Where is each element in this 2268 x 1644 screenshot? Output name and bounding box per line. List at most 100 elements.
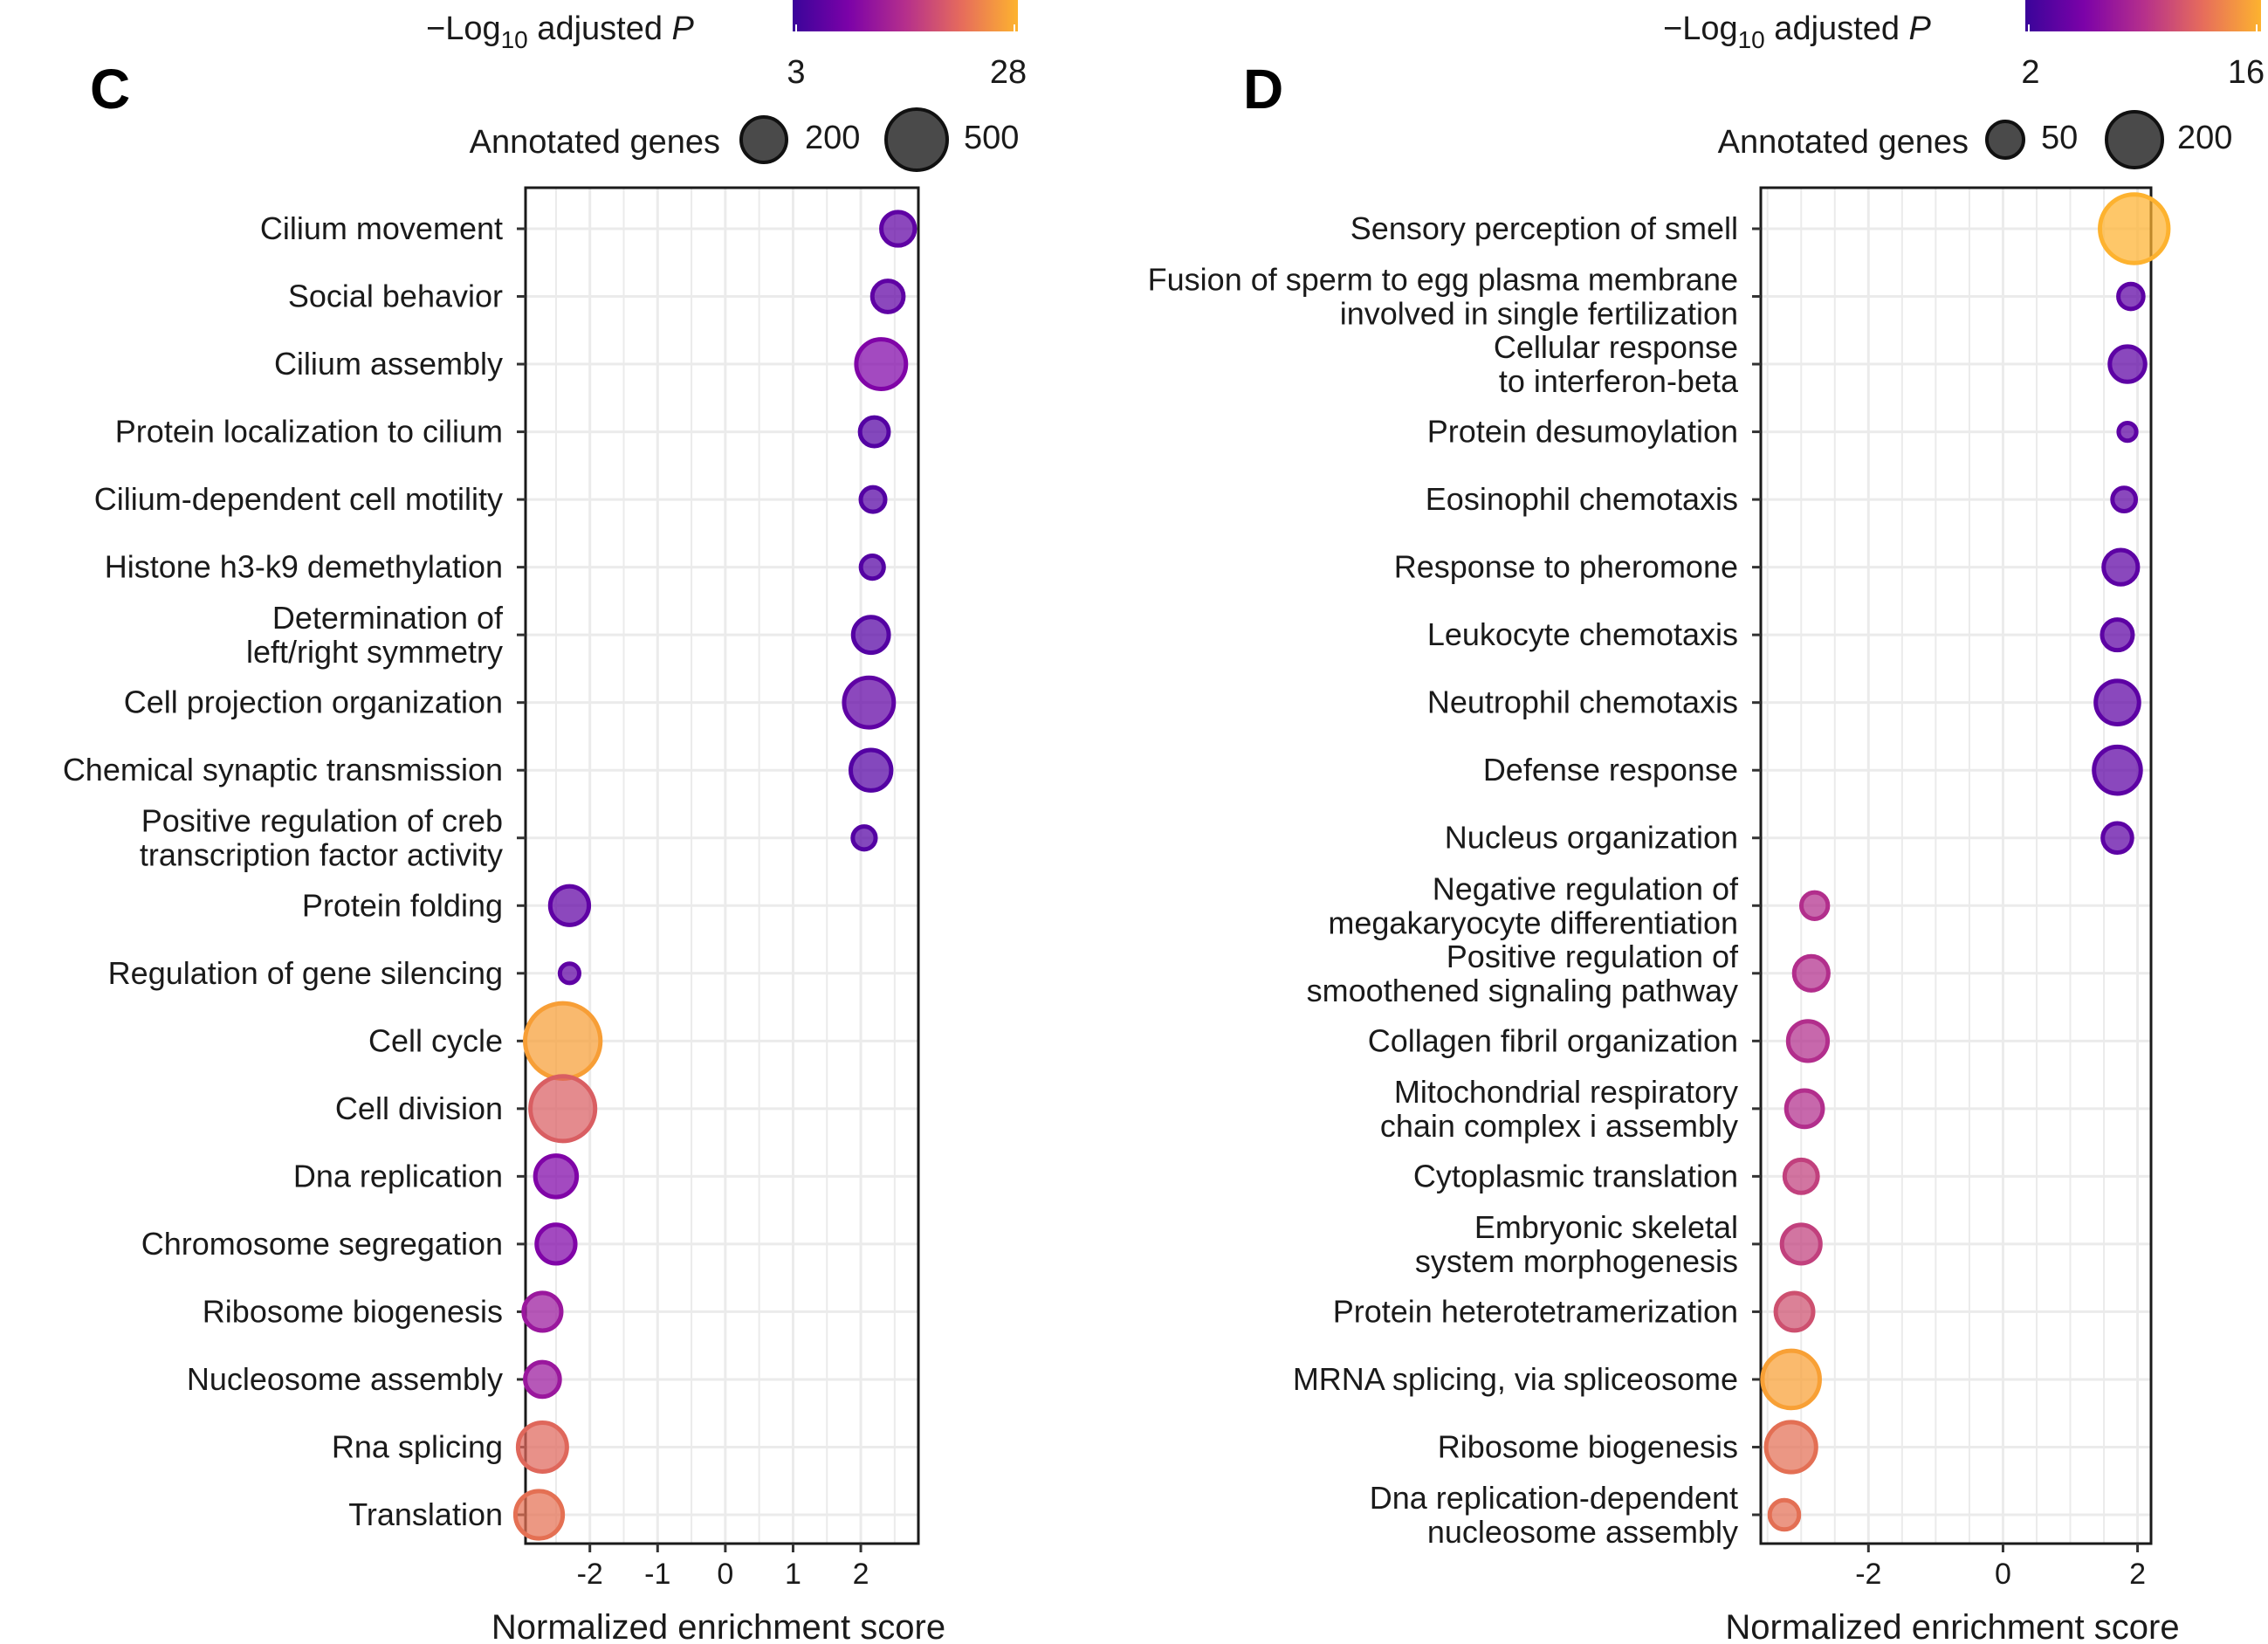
- panel-label: D: [1243, 58, 1283, 120]
- data-point: [1785, 1019, 1831, 1063]
- category-label: Cilium-dependent cell motility: [94, 481, 503, 517]
- category-label: Response to pheromone: [1394, 549, 1738, 585]
- colorbar-max-label: 28: [990, 54, 1027, 91]
- category-label: Positive regulation of creb transcription…: [140, 803, 503, 873]
- category-label: Social behavior: [288, 279, 503, 314]
- data-point: [1779, 1222, 1823, 1266]
- data-point: [515, 1420, 569, 1474]
- size-legend-circle-large: [884, 107, 949, 172]
- color-legend: −Log10 adjusted P 2 16: [1663, 0, 2265, 91]
- data-point: [1763, 1420, 1818, 1475]
- category-label: Translation: [348, 1496, 503, 1532]
- data-point: [858, 485, 888, 514]
- x-tick-label: 2: [853, 1558, 869, 1591]
- colorbar: [793, 0, 1018, 31]
- size-legend-label-small: 200: [805, 120, 860, 156]
- panel-label: C: [90, 58, 130, 120]
- x-axis-title: Normalized enrichment score: [491, 1608, 945, 1644]
- data-point: [1760, 1348, 1822, 1411]
- category-label: Embryonic skeletal system morphogenesis: [1415, 1209, 1738, 1279]
- color-legend-title: −Log10 adjusted P: [426, 10, 695, 53]
- data-point: [850, 824, 878, 852]
- size-legend-title: Annotated genes: [1718, 124, 1969, 161]
- data-point: [2116, 281, 2146, 312]
- data-point: [869, 279, 906, 314]
- size-legend: Annotated genes 50 200: [1718, 110, 2232, 169]
- x-tick-label: -1: [644, 1558, 670, 1591]
- category-label: Nucleosome assembly: [187, 1361, 503, 1397]
- size-legend: Annotated genes 200 500: [470, 107, 1019, 172]
- color-legend-title: −Log10 adjusted P: [1663, 10, 1932, 53]
- size-legend-circle-small: [1985, 120, 2025, 160]
- data-point: [521, 1290, 564, 1333]
- category-label: Neutrophil chemotaxis: [1427, 684, 1738, 720]
- category-label: Ribosome biogenesis: [1438, 1428, 1738, 1464]
- category-label: Leukocyte chemotaxis: [1427, 616, 1738, 652]
- data-point: [842, 675, 897, 730]
- data-point: [2093, 678, 2141, 726]
- data-point: [1791, 953, 1831, 993]
- x-tick-label: 1: [785, 1558, 801, 1591]
- data-point: [854, 337, 909, 391]
- plot-area: Sensory perception of smell Fusion of spe…: [1148, 186, 2180, 1644]
- category-label: Cilium movement: [260, 210, 503, 246]
- category-label: Fusion of sperm to egg plasma membrane in…: [1148, 262, 1738, 332]
- data-point: [547, 884, 592, 927]
- category-label: Defense response: [1483, 752, 1738, 788]
- category-label: Cell division: [335, 1090, 503, 1126]
- size-legend-label-large: 500: [964, 120, 1019, 156]
- data-point: [879, 210, 918, 248]
- category-label: Chromosome segregation: [141, 1226, 503, 1262]
- panel-d: D −Log10 adjusted P 2 16 Annotated genes…: [1148, 0, 2265, 1644]
- category-label: Histone h3-k9 demethylation: [105, 549, 503, 585]
- category-label: Collagen fibril organization: [1368, 1022, 1738, 1058]
- category-label: Eosinophil chemotaxis: [1426, 481, 1738, 517]
- data-point: [850, 615, 891, 656]
- category-label: Protein heterotetramerization: [1333, 1293, 1738, 1329]
- x-tick-label: 0: [717, 1558, 733, 1591]
- category-label: Cell projection organization: [124, 684, 503, 720]
- size-legend-label-large: 200: [2177, 120, 2232, 156]
- colorbar-min-label: 3: [787, 54, 805, 91]
- color-legend: −Log10 adjusted P 3 28: [426, 0, 1027, 91]
- data-point: [2116, 420, 2139, 444]
- category-label: Mitochondrial respiratory chain complex i…: [1380, 1074, 1738, 1144]
- data-point: [534, 1222, 578, 1266]
- data-point: [1798, 890, 1831, 921]
- data-point: [1773, 1290, 1816, 1333]
- data-point: [1782, 1157, 1820, 1195]
- data-point: [857, 415, 891, 449]
- x-tick-label: -2: [1855, 1558, 1881, 1591]
- x-tick-label: -2: [577, 1558, 603, 1591]
- data-point: [858, 554, 886, 581]
- size-legend-circle-small: [739, 115, 788, 164]
- plot-frame: [524, 186, 920, 1545]
- data-point: [557, 961, 581, 986]
- category-label: Protein folding: [302, 887, 503, 923]
- category-label: Chemical synaptic transmission: [63, 752, 503, 788]
- category-label: Sensory perception of smell: [1350, 210, 1738, 246]
- x-tick-label: 2: [2129, 1558, 2146, 1591]
- panel-c: C −Log10 adjusted P 3 28 Annotated genes…: [63, 0, 1027, 1644]
- x-axis-title: Normalized enrichment score: [1725, 1608, 2179, 1644]
- data-point: [848, 747, 894, 793]
- plot-background: [1761, 188, 2151, 1544]
- category-label: Protein desumoylation: [1427, 414, 1738, 450]
- data-point: [533, 1153, 580, 1200]
- category-label: Cilium assembly: [274, 346, 503, 382]
- category-label: Negative regulation of megakaryocyte diff…: [1328, 870, 1739, 940]
- category-label: Cell cycle: [368, 1022, 503, 1058]
- category-label: Nucleus organization: [1445, 820, 1738, 856]
- data-point: [512, 1489, 566, 1541]
- plot-background: [526, 188, 918, 1544]
- data-point: [523, 1001, 603, 1081]
- data-point: [2101, 547, 2141, 587]
- data-point: [528, 1074, 598, 1144]
- data-point: [2100, 821, 2134, 856]
- size-legend-circle-large: [2105, 110, 2164, 169]
- size-legend-title: Annotated genes: [470, 124, 720, 161]
- category-label: Ribosome biogenesis: [203, 1293, 503, 1329]
- colorbar-min-label: 2: [2021, 54, 2039, 91]
- category-label: MRNA splicing, via spliceosome: [1293, 1361, 1738, 1397]
